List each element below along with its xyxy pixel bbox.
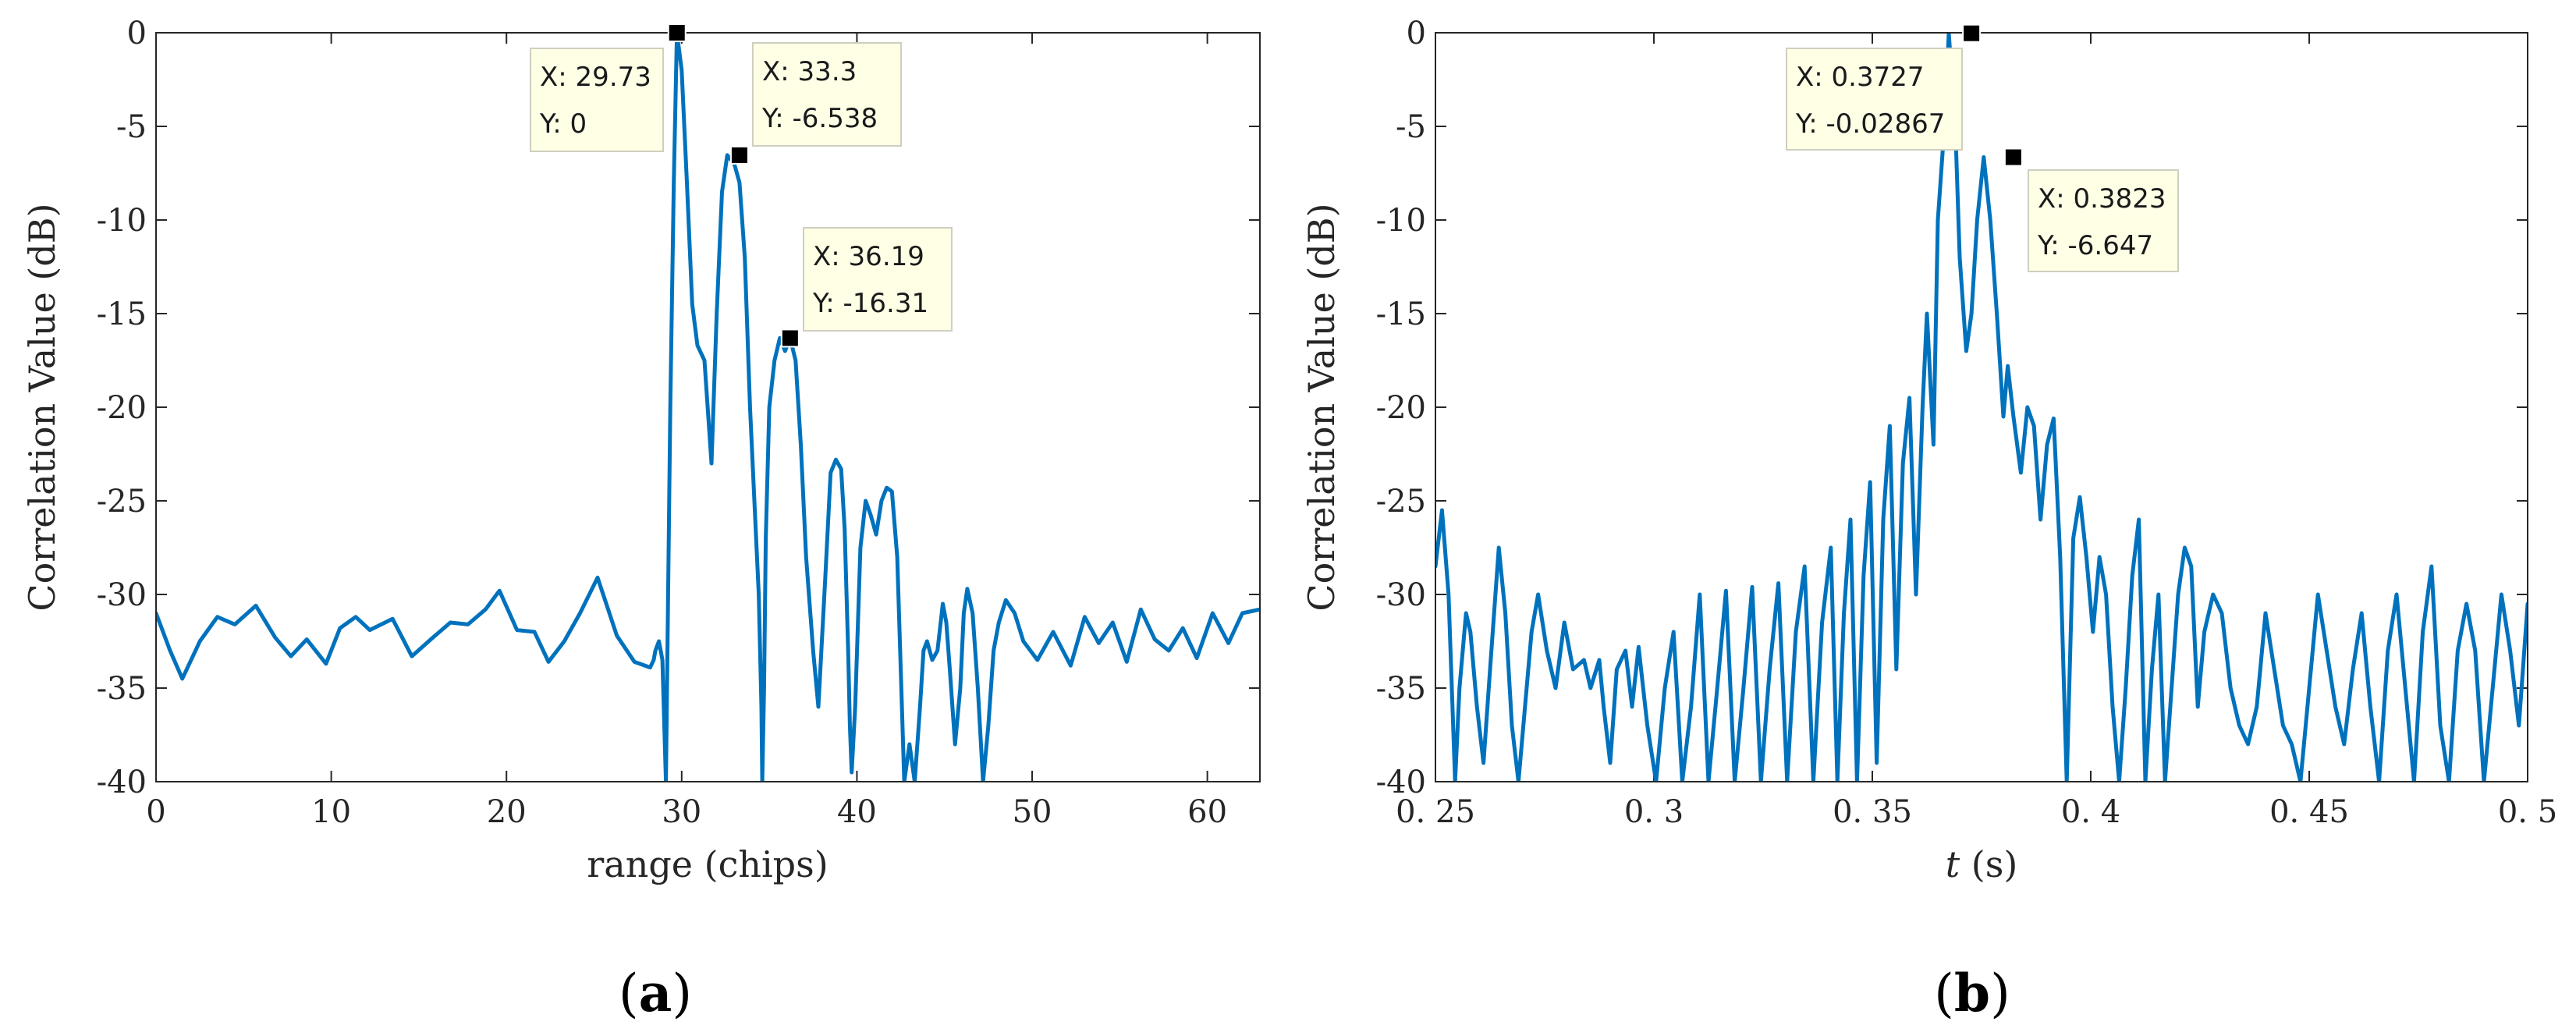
datatip-marker-b-1[interactable] xyxy=(2003,147,2023,167)
y-tick-label-b-3: -15 xyxy=(1376,296,1426,332)
datatip-x-b-0: X: 0.3727 xyxy=(1796,62,1925,93)
y-tick-label-a-5: -25 xyxy=(97,484,147,520)
x-tick-label-a-6: 60 xyxy=(1187,794,1227,830)
datatip-x-a-2: X: 36.19 xyxy=(813,241,924,272)
y-tick-label-a-8: -40 xyxy=(97,765,147,800)
series-b xyxy=(1435,33,2528,782)
datatip-marker-b-0[interactable] xyxy=(1962,23,1982,43)
x-tick-label-a-1: 10 xyxy=(311,794,351,830)
panel-letter-b: b xyxy=(1954,963,1990,1024)
x-axis-label-unit-b: (s) xyxy=(1960,843,2017,885)
y-tick-label-b-7: -35 xyxy=(1376,671,1426,707)
y-tick-label-b-5: -25 xyxy=(1376,484,1426,520)
datatips-b: X: 0.3727 Y: -0.02867 X: 0.3823 Y: -6.647 xyxy=(1786,23,2179,272)
datatip-y-b-0: Y: -0.02867 xyxy=(1795,108,1945,140)
x-tick-label-b-3: 0. 4 xyxy=(2061,794,2120,830)
y-axis-label-a: Correlation Value (dB) xyxy=(21,203,63,611)
x-tick-label-a-2: 20 xyxy=(487,794,527,830)
y-tick-label-a-1: -5 xyxy=(116,109,147,145)
datatip-box-b-0 xyxy=(1786,48,1963,151)
axes-box-a xyxy=(155,32,1261,782)
y-tick-label-b-1: -5 xyxy=(1396,109,1426,145)
series-a xyxy=(156,33,1260,782)
panel-label-a: (a) xyxy=(619,963,692,1024)
x-tick-label-b-2: 0. 35 xyxy=(1833,794,1912,830)
axes-box-b xyxy=(1435,32,2528,782)
datatip-x-a-1: X: 33.3 xyxy=(762,56,857,87)
ticks-a: 0 10 20 30 40 50 60 0 -5 -10 -15 -20 -25 -30 -35 -40 xyxy=(97,16,1260,830)
x-tick-label-b-1: 0. 3 xyxy=(1624,794,1684,830)
datatips-a: X: 29.73 Y: 0 X: 33.3 Y: -6.538 X: 36.19 Y: -… xyxy=(530,23,953,348)
x-tick-label-b-4: 0. 45 xyxy=(2269,794,2349,830)
y-tick-label-b-2: -10 xyxy=(1376,203,1426,239)
datatip-x-a-0: X: 29.73 xyxy=(540,62,651,93)
y-tick-label-a-0: 0 xyxy=(127,16,147,51)
x-tick-label-b-0: 0. 25 xyxy=(1396,794,1475,830)
x-tick-label-a-3: 30 xyxy=(662,794,701,830)
x-axis-label-a: range (chips) xyxy=(587,843,828,885)
series-line-b-0 xyxy=(1435,33,2528,782)
plot-area-b xyxy=(1435,33,2528,782)
x-axis-label-b: t (s) xyxy=(1946,843,2018,885)
x-tick-label-a-4: 40 xyxy=(837,794,877,830)
datatip-b-1[interactable]: X: 0.3823 Y: -6.647 xyxy=(2003,147,2179,272)
y-tick-label-b-0: 0 xyxy=(1407,16,1426,51)
x-tick-label-b-5: 0. 5 xyxy=(2498,794,2557,830)
chart-panel-b: 0. 25 0. 3 0. 35 0. 4 0. 45 0. 5 0 -5 -10 -15 -20 -… xyxy=(1300,16,2557,1024)
datatip-y-a-0: Y: 0 xyxy=(539,108,587,140)
chart-panel-a: 0 10 20 30 40 50 60 0 -5 -10 -15 -20 -25 -30 -35 -40 X:… xyxy=(21,16,1261,1024)
y-tick-label-a-3: -15 xyxy=(97,296,147,332)
datatip-box-a-1 xyxy=(752,42,902,147)
datatip-a-2[interactable]: X: 36.19 Y: -16.31 xyxy=(780,227,953,348)
y-tick-label-a-6: -30 xyxy=(97,577,147,613)
datatip-marker-a-2[interactable] xyxy=(780,328,800,348)
y-tick-label-b-8: -40 xyxy=(1376,765,1426,800)
datatip-box-a-0 xyxy=(530,48,664,152)
series-line-a-0 xyxy=(156,33,1260,782)
panel-label-b: (b) xyxy=(1934,963,2010,1024)
datatip-x-b-1: X: 0.3823 xyxy=(2038,183,2166,215)
y-tick-label-a-7: -35 xyxy=(97,671,147,707)
datatip-b-0[interactable]: X: 0.3727 Y: -0.02867 xyxy=(1786,23,1982,151)
datatip-box-a-2 xyxy=(803,227,953,332)
datatip-y-a-1: Y: -6.538 xyxy=(761,103,878,134)
y-tick-label-a-2: -10 xyxy=(97,203,147,239)
x-axis-label-var-b: t xyxy=(1946,843,1960,885)
datatip-marker-a-1[interactable] xyxy=(729,145,749,165)
y-tick-label-b-4: -20 xyxy=(1376,390,1426,426)
x-tick-label-a-5: 50 xyxy=(1013,794,1052,830)
x-tick-label-a-0: 0 xyxy=(146,794,165,830)
datatip-a-0[interactable]: X: 29.73 Y: 0 xyxy=(530,23,687,152)
datatip-box-b-1 xyxy=(2028,169,2179,272)
y-axis-label-b: Correlation Value (dB) xyxy=(1300,203,1343,611)
datatip-y-b-1: Y: -6.647 xyxy=(2037,230,2153,261)
y-tick-label-a-4: -20 xyxy=(97,390,147,426)
y-tick-label-b-6: -30 xyxy=(1376,577,1426,613)
datatip-a-1[interactable]: X: 33.3 Y: -6.538 xyxy=(729,42,902,165)
datatip-y-a-2: Y: -16.31 xyxy=(812,288,928,319)
panel-letter-a: a xyxy=(639,963,672,1024)
datatip-marker-a-0[interactable] xyxy=(667,23,687,42)
